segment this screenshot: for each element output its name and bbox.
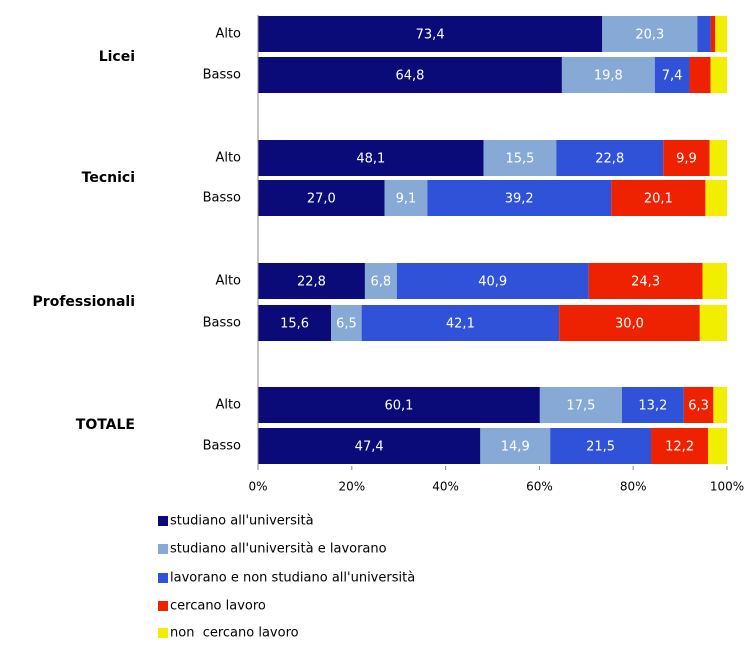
group-label: Professionali xyxy=(33,294,135,310)
legend-swatch xyxy=(158,516,168,526)
legend-label: studiano all'università e lavorano xyxy=(170,542,387,557)
bar-segment xyxy=(710,16,716,52)
bar-segment xyxy=(483,140,557,176)
x-tick-label: 0% xyxy=(248,480,267,494)
x-tick-label: 100% xyxy=(710,480,744,494)
data-label: 12,2 xyxy=(665,440,694,455)
data-label: 20,3 xyxy=(635,28,664,43)
bar-segment xyxy=(702,263,727,299)
y-tick-label: Alto xyxy=(215,398,241,413)
bar-segment xyxy=(364,263,397,299)
bar-segment xyxy=(258,180,385,216)
bar-segment xyxy=(258,263,365,299)
bar-segment xyxy=(258,428,481,464)
x-tick-label: 80% xyxy=(620,480,647,494)
legend-label: non cercano lavoro xyxy=(170,626,299,641)
bar-segment xyxy=(715,16,727,52)
legend-swatch xyxy=(158,601,168,611)
y-tick-label: Basso xyxy=(203,439,241,454)
bar-segment xyxy=(427,180,612,216)
bar-segment xyxy=(258,57,562,93)
bar-segment xyxy=(705,180,727,216)
data-label: 47,4 xyxy=(355,440,384,455)
data-label: 9,9 xyxy=(676,152,697,167)
y-tick-label: Basso xyxy=(203,316,241,331)
bar-segment xyxy=(654,57,690,93)
group-label: TOTALE xyxy=(76,417,135,433)
legend-label: studiano all'università xyxy=(170,514,314,529)
legend-swatch xyxy=(158,628,168,638)
data-label: 19,8 xyxy=(594,69,623,84)
bar-segment xyxy=(689,57,711,93)
y-tick-label: Alto xyxy=(215,27,241,42)
y-tick-label: Alto xyxy=(215,151,241,166)
data-label: 17,5 xyxy=(566,399,595,414)
bar-segment xyxy=(697,16,711,52)
bar-segment xyxy=(663,140,710,176)
x-tick-label: 20% xyxy=(338,480,365,494)
legend-swatch xyxy=(158,573,168,583)
bar-segment xyxy=(683,387,714,423)
group-label: Tecnici xyxy=(82,170,135,186)
bar-segment xyxy=(396,263,589,299)
data-label: 15,5 xyxy=(505,152,534,167)
legend-label: cercano lavoro xyxy=(170,599,266,614)
data-label: 42,1 xyxy=(446,317,475,332)
data-label: 40,9 xyxy=(478,275,507,290)
bar-segment xyxy=(550,428,652,464)
legend-swatch xyxy=(158,544,168,554)
data-label: 27,0 xyxy=(307,192,336,207)
bar-segment xyxy=(556,140,664,176)
bar-segment xyxy=(709,140,727,176)
data-label: 60,1 xyxy=(384,399,413,414)
data-label: 14,9 xyxy=(501,440,530,455)
bar-segment xyxy=(258,140,484,176)
data-label: 22,8 xyxy=(297,275,326,290)
bar-segment xyxy=(708,428,727,464)
bar-segment xyxy=(588,263,703,299)
bar-segment xyxy=(539,387,622,423)
bar-segment xyxy=(611,180,706,216)
data-label: 15,6 xyxy=(280,317,309,332)
bar-segment xyxy=(713,387,727,423)
x-tick-label: 60% xyxy=(526,480,553,494)
bar-segment xyxy=(384,180,428,216)
bar-segment xyxy=(621,387,684,423)
data-label: 7,4 xyxy=(662,69,683,84)
data-label: 48,1 xyxy=(356,152,385,167)
data-label: 30,0 xyxy=(615,317,644,332)
bar-segment xyxy=(258,305,332,341)
legend-label: lavorano e non studiano all'università xyxy=(170,571,415,586)
bar-segment xyxy=(258,387,540,423)
data-label: 21,5 xyxy=(586,440,615,455)
data-label: 24,3 xyxy=(631,275,660,290)
data-label: 20,1 xyxy=(644,192,673,207)
bar-segment xyxy=(602,16,698,52)
bar-segment xyxy=(561,57,655,93)
bar-segment xyxy=(559,305,700,341)
y-tick-label: Basso xyxy=(203,68,241,83)
x-tick-label: 40% xyxy=(432,480,459,494)
y-tick-label: Alto xyxy=(215,274,241,289)
data-label: 64,8 xyxy=(395,69,424,84)
bar-segment xyxy=(710,57,727,93)
data-label: 22,8 xyxy=(595,152,624,167)
y-tick-label: Basso xyxy=(203,191,241,206)
bar-segment xyxy=(699,305,727,341)
data-label: 6,8 xyxy=(371,275,392,290)
bar-segment xyxy=(361,305,560,341)
data-label: 9,1 xyxy=(396,192,417,207)
data-label: 6,5 xyxy=(336,317,357,332)
data-label: 13,2 xyxy=(638,399,667,414)
data-label: 73,4 xyxy=(416,28,445,43)
data-label: 39,2 xyxy=(505,192,534,207)
bar-segment xyxy=(258,16,603,52)
bar-segment xyxy=(480,428,551,464)
data-label: 6,3 xyxy=(688,399,709,414)
bar-segment xyxy=(331,305,362,341)
group-label: Licei xyxy=(99,49,135,65)
bar-segment xyxy=(651,428,709,464)
